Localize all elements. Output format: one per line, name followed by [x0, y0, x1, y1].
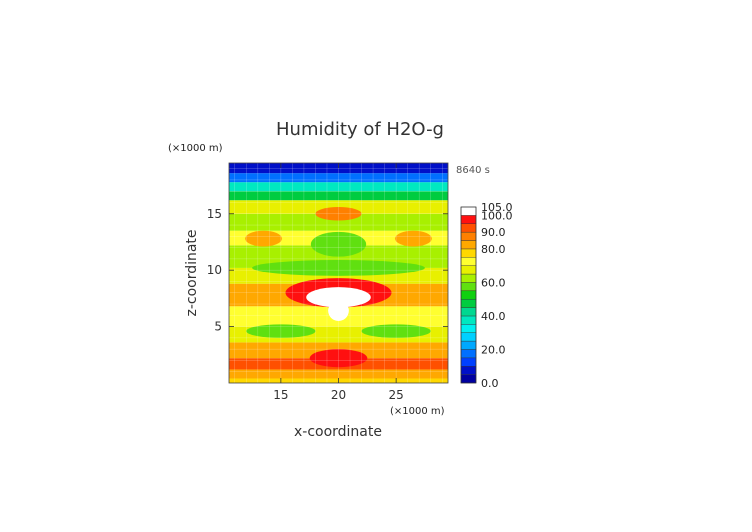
axis-ticks: 15 20 25 5 10 15: [207, 163, 448, 402]
y-tick-label: 10: [207, 263, 222, 277]
colorbar-swatch: [460, 273, 477, 283]
x-tick-label: 15: [273, 388, 288, 402]
y-tick-label: 15: [207, 207, 222, 221]
plot-grid: [229, 163, 448, 383]
field-feature: [245, 230, 283, 247]
field-band: [229, 163, 448, 174]
field-band: [229, 213, 448, 231]
colorbar-swatch: [460, 257, 477, 266]
contour-field: [229, 163, 448, 383]
colorbar-swatch: [460, 248, 477, 258]
field-feature: [309, 349, 368, 368]
field-feature: [310, 231, 367, 257]
colorbar-swatch: [460, 349, 477, 359]
field-band: [229, 173, 448, 183]
y-unit-label: (×1000 m): [168, 143, 223, 154]
field-feature: [328, 300, 349, 321]
colorbar-swatch: [460, 265, 477, 275]
colorbar-label: 0.0: [481, 377, 499, 390]
field-feature: [306, 287, 371, 308]
field-band: [229, 191, 448, 201]
chart-title: Humidity of H2O-g: [276, 119, 444, 140]
colorbar-swatch: [460, 282, 477, 292]
colorbar-swatch: [460, 374, 477, 384]
colorbar-swatch: [460, 231, 477, 241]
colorbar-swatch: [460, 340, 477, 350]
colorbar-label: 80.0: [481, 243, 506, 256]
colorbar-swatch: [460, 357, 477, 367]
y-tick-label: 5: [214, 320, 222, 334]
colorbar-swatch: [460, 223, 477, 233]
colorbar-swatch: [460, 307, 477, 317]
colorbar-label: 40.0: [481, 310, 506, 323]
colorbar-swatch: [460, 240, 477, 250]
x-tick-label: 20: [331, 388, 346, 402]
colorbar-label: 20.0: [481, 343, 506, 356]
colorbar-swatch: [460, 290, 477, 300]
field-feature: [394, 230, 432, 247]
field-band: [229, 182, 448, 192]
field-feature: [252, 260, 425, 276]
field-feature: [361, 324, 431, 338]
colorbar-swatch: [460, 215, 477, 224]
colorbar-swatch: [460, 366, 477, 375]
x-tick-label: 25: [388, 388, 403, 402]
colorbar-label: 60.0: [481, 276, 506, 289]
colorbar-label: 90.0: [481, 226, 506, 239]
colorbar-swatch: [460, 332, 477, 342]
field-feature: [315, 207, 362, 221]
colorbar-swatch: [460, 206, 477, 216]
colorbar-swatch: [460, 315, 477, 325]
colorbar-frame: [460, 206, 477, 384]
colorbar-label: 100.0: [481, 209, 513, 222]
colorbar-label: 105.0: [481, 201, 513, 214]
x-axis-label: x-coordinate: [294, 424, 382, 440]
y-axis-label: z-coordinate: [184, 229, 200, 316]
field-feature: [246, 324, 316, 338]
colorbar-swatch: [460, 324, 477, 333]
time-label: 8640 s: [456, 165, 490, 176]
x-unit-label: (×1000 m): [390, 406, 445, 417]
colorbar-swatch: [460, 298, 477, 308]
field-band: [229, 369, 448, 379]
